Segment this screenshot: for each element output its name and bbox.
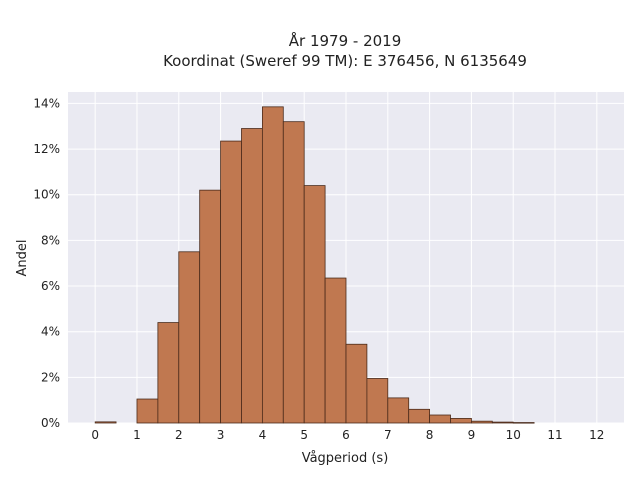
histogram-bar (345, 343, 368, 424)
y-tick-label: 14% (33, 96, 60, 110)
histogram-bar (303, 185, 326, 424)
x-axis-label: Vågperiod (s) (302, 451, 389, 466)
x-tick-label: 1 (133, 428, 141, 442)
histogram-bar (136, 398, 159, 424)
histogram-bar (94, 421, 117, 424)
x-axis-ticks: 0 1 2 3 4 5 6 7 8 9 10 11 12 (91, 428, 604, 442)
histogram-bar (157, 322, 180, 424)
histogram-bar (366, 378, 389, 424)
x-tick-label: 7 (384, 428, 392, 442)
bars-group (94, 106, 535, 424)
x-tick-label: 12 (589, 428, 604, 442)
x-tick-label: 2 (175, 428, 183, 442)
x-tick-label: 0 (91, 428, 99, 442)
y-tick-label: 8% (41, 233, 60, 247)
x-tick-label: 9 (468, 428, 476, 442)
y-tick-label: 6% (41, 279, 60, 293)
y-tick-label: 12% (33, 142, 60, 156)
histogram-bar (408, 408, 431, 424)
y-tick-label: 10% (33, 188, 60, 202)
histogram-bar (491, 421, 514, 424)
histogram-bar (282, 121, 305, 424)
y-axis-label: Andel (15, 240, 30, 277)
x-tick-label: 3 (217, 428, 225, 442)
x-tick-label: 10 (506, 428, 521, 442)
histogram-bar (387, 397, 410, 424)
histogram-bar (512, 422, 535, 424)
y-tick-label: 0% (41, 416, 60, 430)
x-tick-label: 5 (300, 428, 308, 442)
histogram-bar (241, 128, 263, 424)
x-tick-label: 6 (342, 428, 350, 442)
histogram-bar (220, 140, 242, 424)
chart-title-line-1: År 1979 - 2019 (289, 31, 402, 50)
y-axis-ticks: 0% 2% 4% 6% 8% 10% 12% 14% (33, 96, 60, 430)
histogram-bar (261, 106, 284, 424)
y-tick-label: 2% (41, 370, 60, 384)
chart-title-line-2: Koordinat (Sweref 99 TM): E 376456, N 61… (163, 52, 527, 70)
x-tick-label: 4 (259, 428, 267, 442)
histogram-bar (471, 420, 493, 424)
histogram-bar (324, 277, 347, 424)
histogram-bar (429, 414, 451, 424)
histogram-bar (450, 418, 472, 424)
y-tick-label: 4% (41, 325, 60, 339)
x-tick-label: 11 (547, 428, 562, 442)
histogram-bar (199, 189, 221, 424)
histogram-bar (178, 251, 201, 424)
x-tick-label: 8 (426, 428, 434, 442)
